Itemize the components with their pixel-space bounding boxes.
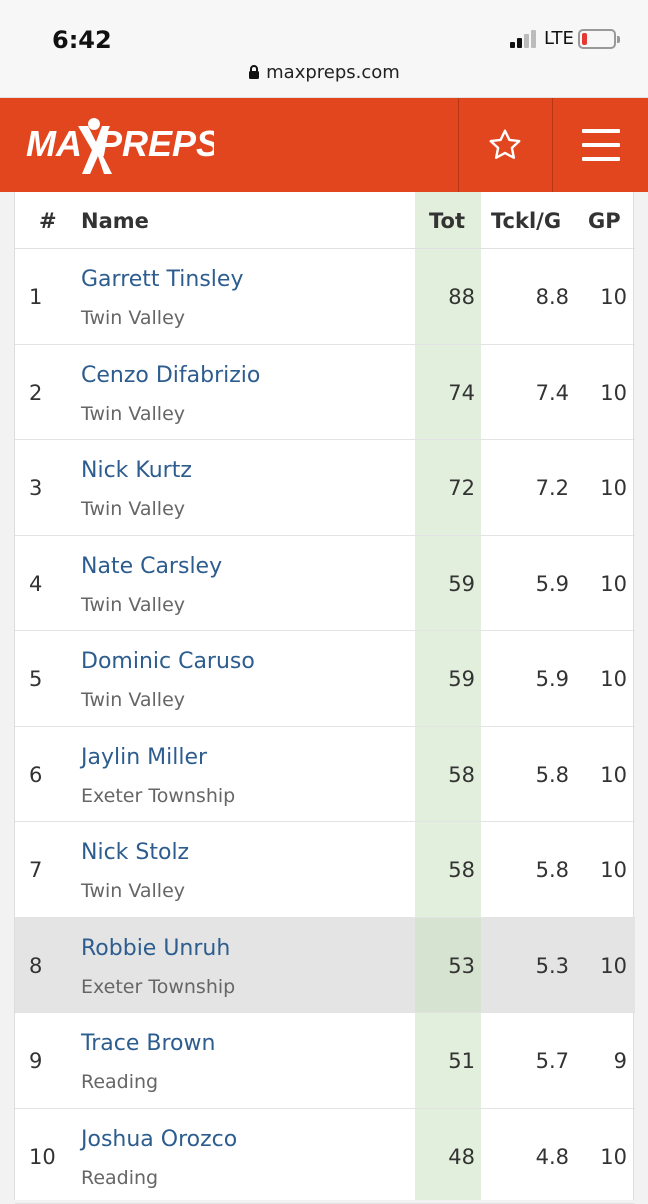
school-name: Exeter Township xyxy=(81,785,235,807)
tckl-per-game-cell: 5.8 xyxy=(481,763,569,787)
gp-cell: 10 xyxy=(569,1145,627,1169)
svg-text:PREPS: PREPS xyxy=(98,123,214,164)
favorite-button[interactable] xyxy=(458,98,552,192)
tot-cell: 58 xyxy=(415,763,475,787)
player-name-link[interactable]: Dominic Caruso xyxy=(81,649,255,674)
network-label: LTE xyxy=(544,28,574,49)
school-name: Reading xyxy=(81,1167,158,1189)
tckl-per-game-cell: 7.4 xyxy=(481,381,569,405)
tckl-per-game-cell: 5.9 xyxy=(481,572,569,596)
tot-cell: 51 xyxy=(415,1049,475,1073)
gp-cell: 10 xyxy=(569,667,627,691)
tot-cell: 72 xyxy=(415,476,475,500)
player-name-link[interactable]: Garrett Tinsley xyxy=(81,267,243,292)
tot-cell: 48 xyxy=(415,1145,475,1169)
player-name-link[interactable]: Robbie Unruh xyxy=(81,936,230,961)
tot-cell: 88 xyxy=(415,285,475,309)
school-name: Twin Valley xyxy=(81,880,185,902)
tckl-per-game-cell: 5.7 xyxy=(481,1049,569,1073)
tot-cell: 53 xyxy=(415,954,475,978)
tckl-per-game-cell: 5.3 xyxy=(481,954,569,978)
col-tot[interactable]: Tot xyxy=(429,209,465,233)
tckl-per-game-cell: 7.2 xyxy=(481,476,569,500)
gp-cell: 10 xyxy=(569,285,627,309)
signal-icon xyxy=(510,30,540,48)
rank-cell: 9 xyxy=(29,1049,42,1073)
rank-cell: 10 xyxy=(29,1145,56,1169)
gp-cell: 10 xyxy=(569,763,627,787)
player-name-link[interactable]: Nick Kurtz xyxy=(81,458,192,483)
battery-icon xyxy=(578,29,616,49)
school-name: Exeter Township xyxy=(81,976,235,998)
school-name: Twin Valley xyxy=(81,594,185,616)
gp-cell: 9 xyxy=(569,1049,627,1073)
player-name-link[interactable]: Nick Stolz xyxy=(81,840,189,865)
tckl-per-game-cell: 4.8 xyxy=(481,1145,569,1169)
tckl-per-game-cell: 5.9 xyxy=(481,667,569,691)
svg-text:MA: MA xyxy=(26,123,82,164)
lock-icon xyxy=(248,64,260,85)
col-tckl-per-game[interactable]: Tckl/G xyxy=(491,209,561,233)
school-name: Reading xyxy=(81,1071,158,1093)
col-name[interactable]: Name xyxy=(81,209,149,233)
player-name-link[interactable]: Trace Brown xyxy=(81,1031,215,1056)
tckl-per-game-cell: 8.8 xyxy=(481,285,569,309)
gp-cell: 10 xyxy=(569,954,627,978)
rank-cell: 7 xyxy=(29,858,42,882)
stats-table: # Name Tot Tckl/G GP 1 Garrett Tinsley Twi… xyxy=(14,192,634,1200)
tot-cell: 74 xyxy=(415,381,475,405)
tot-cell: 58 xyxy=(415,858,475,882)
rank-cell: 6 xyxy=(29,763,42,787)
url-text: maxpreps.com xyxy=(266,62,400,83)
star-icon xyxy=(487,127,523,163)
tot-cell: 59 xyxy=(415,572,475,596)
player-name-link[interactable]: Nate Carsley xyxy=(81,554,222,579)
menu-button[interactable] xyxy=(552,98,648,192)
gp-cell: 10 xyxy=(569,381,627,405)
rank-cell: 8 xyxy=(29,954,42,978)
maxpreps-logo[interactable]: MA PREPS xyxy=(24,114,214,176)
status-time: 6:42 xyxy=(52,26,112,54)
rank-cell: 3 xyxy=(29,476,42,500)
hamburger-menu-icon xyxy=(582,129,620,133)
tckl-per-game-cell: 5.8 xyxy=(481,858,569,882)
site-header: MA PREPS xyxy=(0,98,648,192)
school-name: Twin Valley xyxy=(81,307,185,329)
school-name: Twin Valley xyxy=(81,403,185,425)
gp-cell: 10 xyxy=(569,572,627,596)
col-rank[interactable]: # xyxy=(39,209,57,233)
status-bar: 6:42 LTE maxpreps.com xyxy=(0,0,648,98)
address-bar[interactable]: maxpreps.com xyxy=(0,62,648,85)
school-name: Twin Valley xyxy=(81,498,185,520)
school-name: Twin Valley xyxy=(81,689,185,711)
rank-cell: 1 xyxy=(29,285,42,309)
rank-cell: 5 xyxy=(29,667,42,691)
table-header: # Name Tot Tckl/G GP xyxy=(15,192,635,249)
col-gp[interactable]: GP xyxy=(588,209,621,233)
gp-cell: 10 xyxy=(569,476,627,500)
gp-cell: 10 xyxy=(569,858,627,882)
rank-cell: 2 xyxy=(29,381,42,405)
player-name-link[interactable]: Jaylin Miller xyxy=(81,745,207,770)
tot-cell: 59 xyxy=(415,667,475,691)
rank-cell: 4 xyxy=(29,572,42,596)
player-name-link[interactable]: Joshua Orozco xyxy=(81,1127,237,1152)
player-name-link[interactable]: Cenzo Difabrizio xyxy=(81,363,260,388)
